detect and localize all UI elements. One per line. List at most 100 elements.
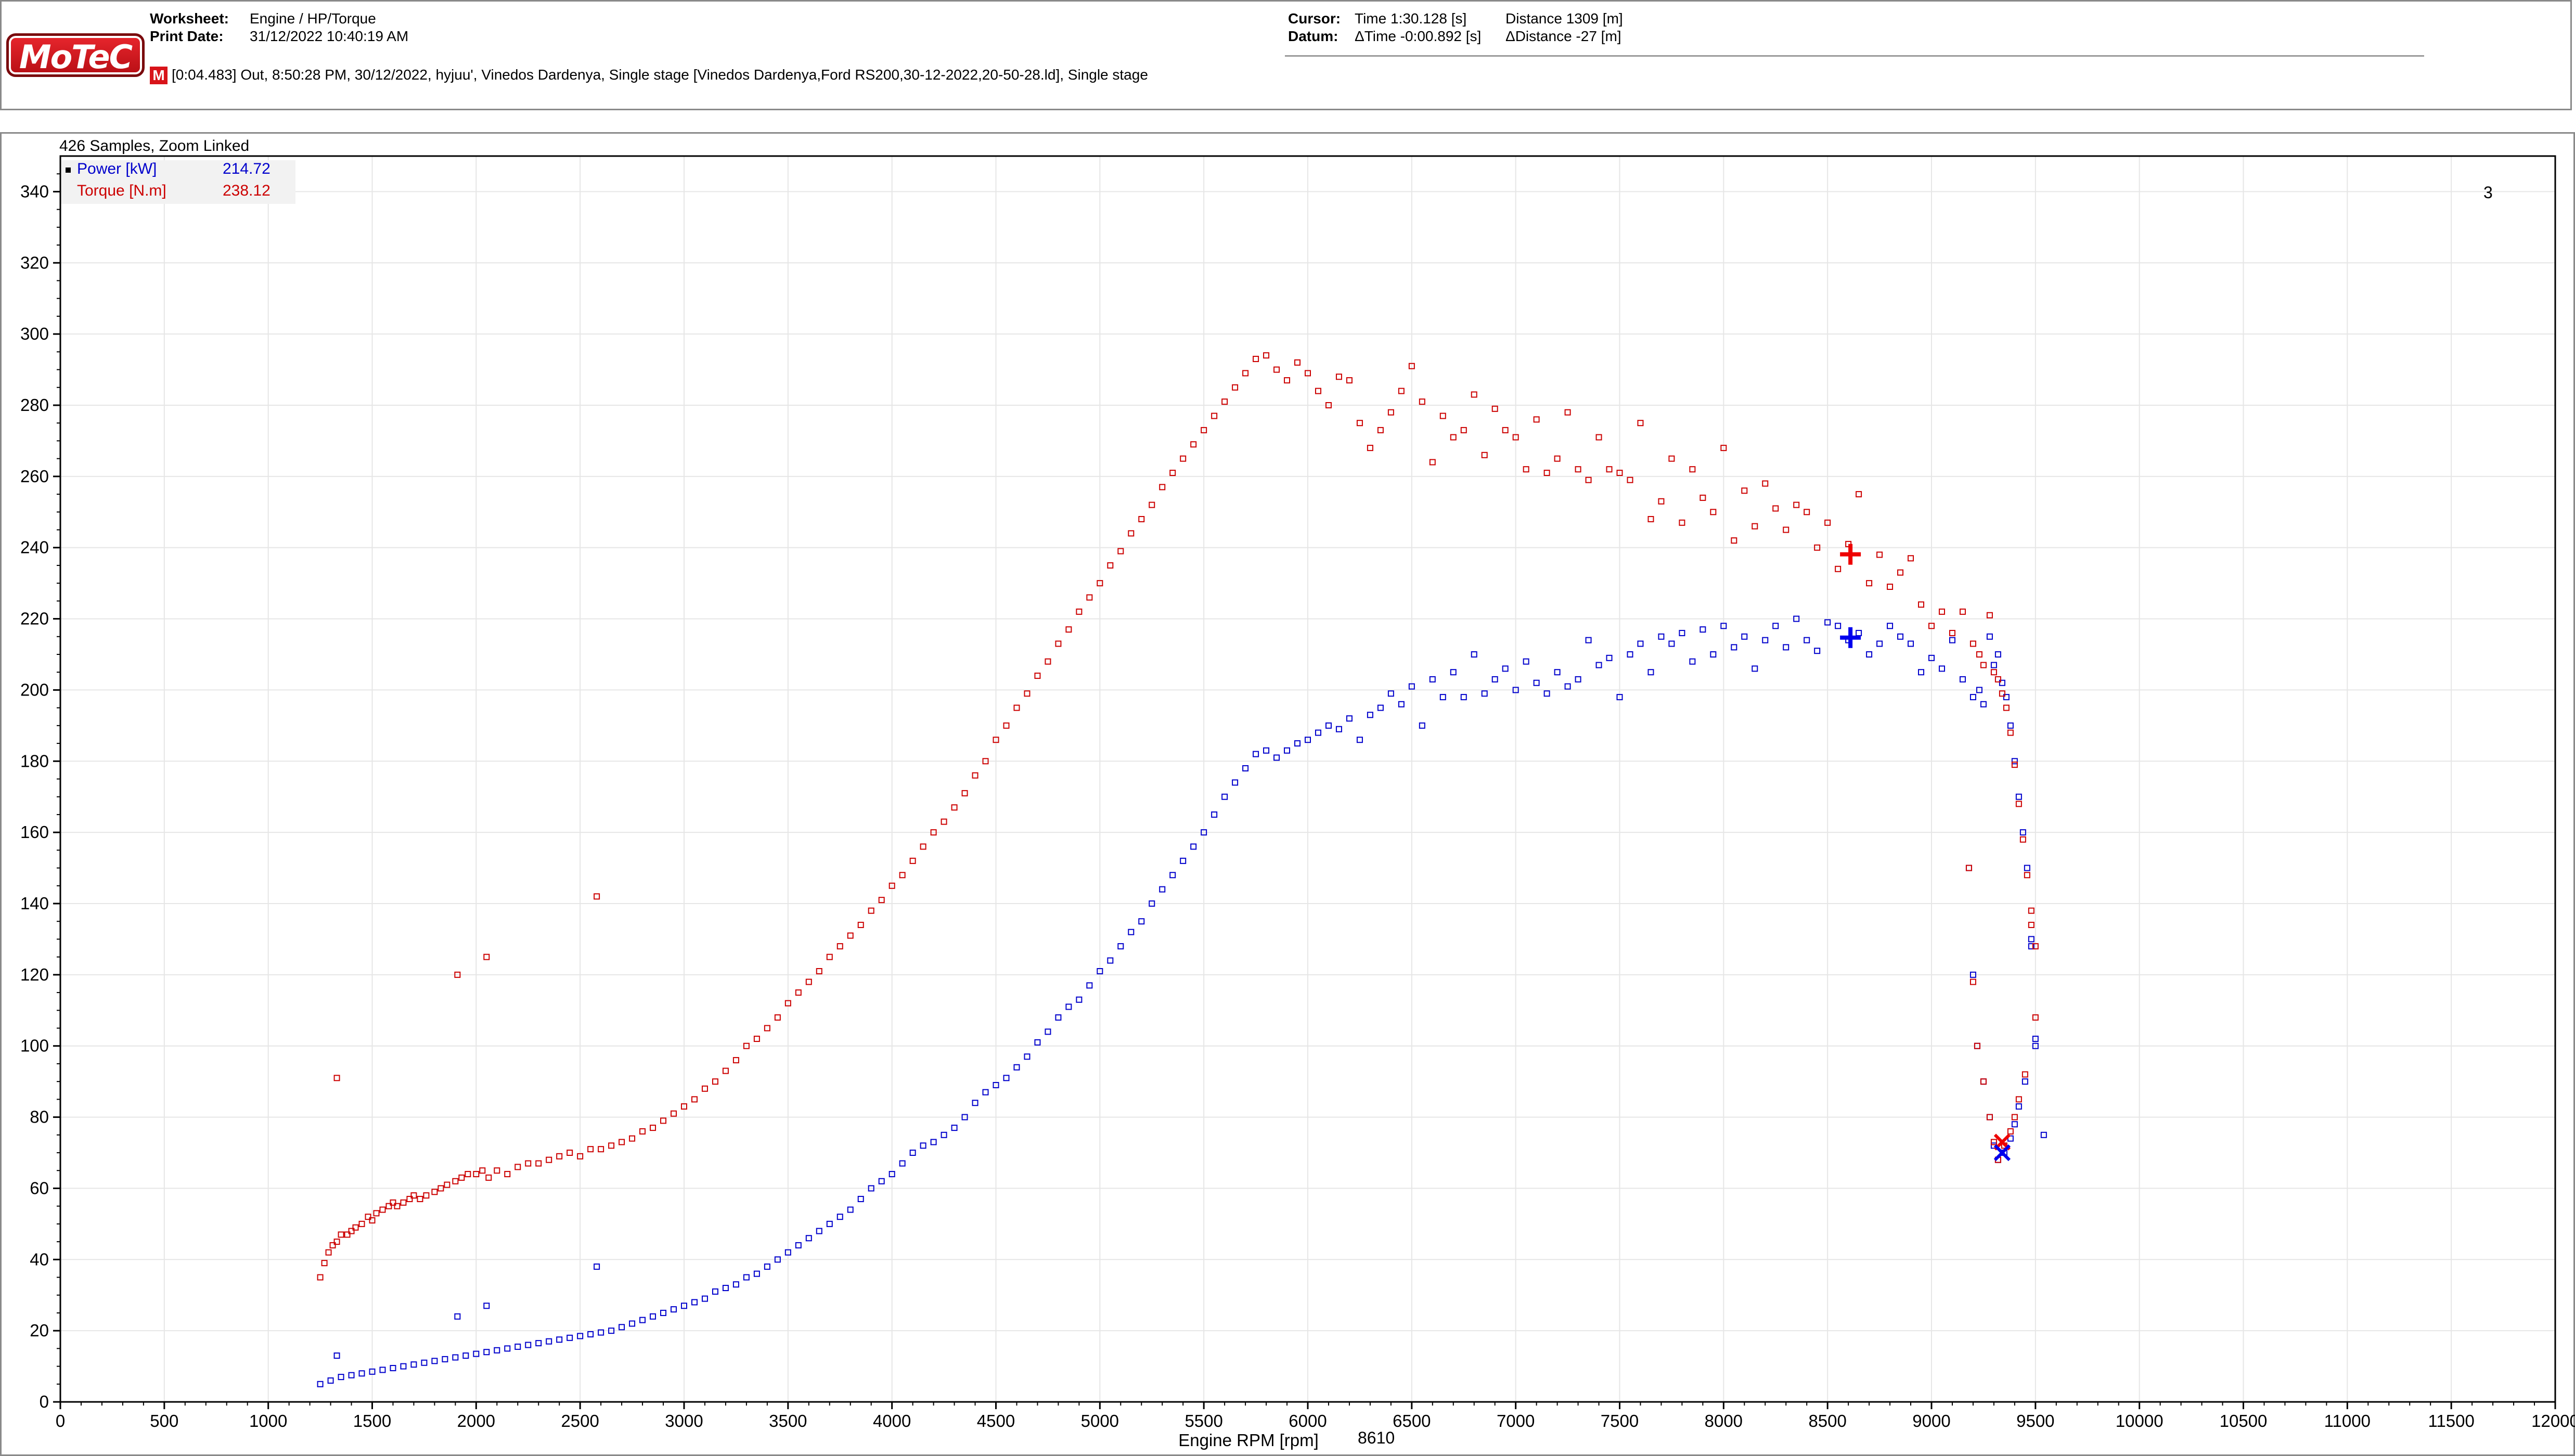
- x-tick-label: 4000: [873, 1411, 911, 1431]
- data-point: [712, 1078, 718, 1085]
- legend-power-name: Power [kW]: [77, 160, 157, 177]
- data-point: [1305, 370, 1311, 377]
- data-point: [1856, 629, 1862, 636]
- data-point: [514, 1343, 521, 1350]
- data-point: [317, 1274, 324, 1281]
- datum-time: ΔTime -0:00.892 [s]: [1355, 28, 1482, 44]
- data-point: [1263, 352, 1270, 359]
- x-tick-label: 5500: [1184, 1411, 1222, 1431]
- data-point: [1523, 658, 1529, 665]
- data-point: [1575, 676, 1581, 682]
- data-point: [1772, 505, 1779, 512]
- data-point: [608, 1328, 615, 1334]
- legend[interactable]: Power [kW] 214.72 Torque [N.m] 238.12: [61, 160, 295, 204]
- datum-label: Datum:: [1288, 28, 1338, 44]
- data-point: [1752, 665, 1758, 672]
- data-point: [417, 1195, 423, 1202]
- data-point: [1731, 644, 1737, 651]
- data-point: [650, 1313, 656, 1320]
- data-point: [365, 1214, 371, 1220]
- data-point: [1974, 1042, 1980, 1049]
- data-point: [619, 1139, 625, 1145]
- data-point: [1076, 608, 1083, 615]
- y-tick-label: 200: [20, 680, 49, 699]
- data-point: [2011, 1121, 2018, 1128]
- data-point: [479, 1167, 486, 1174]
- data-point: [920, 1142, 926, 1149]
- chart-panel[interactable]: [0, 132, 2575, 1456]
- session-icon: M: [150, 67, 168, 84]
- data-point: [899, 872, 906, 879]
- axes-layer: 0 500 1000 1500 2000 2500 3000 3500 4000 4500 5000…: [20, 155, 2575, 1431]
- data-point: [1034, 1039, 1041, 1046]
- data-point: [1460, 427, 1467, 433]
- data-point: [1003, 722, 1010, 729]
- data-point: [1045, 658, 1051, 665]
- data-point: [878, 1178, 885, 1184]
- x-axis-title: Engine RPM [rpm]: [1178, 1431, 1319, 1450]
- x-tick-label: 1500: [353, 1411, 391, 1431]
- series-torque: [317, 352, 2039, 1281]
- data-point: [795, 989, 802, 996]
- data-point: [1107, 562, 1114, 569]
- data-point: [1273, 366, 1280, 373]
- data-point: [889, 1171, 895, 1178]
- data-point: [1969, 971, 1976, 978]
- data-point: [1055, 640, 1062, 647]
- data-point: [1814, 648, 1821, 654]
- data-point: [629, 1135, 636, 1142]
- data-point: [2032, 1042, 2039, 1049]
- y-tick-label: 80: [30, 1107, 49, 1127]
- data-point: [868, 1185, 874, 1192]
- datum-marker: [1993, 1144, 2011, 1162]
- data-point: [329, 1242, 336, 1248]
- y-tick-label: 140: [20, 894, 49, 913]
- data-point: [1024, 690, 1031, 697]
- data-point: [1335, 373, 1342, 380]
- data-point: [1804, 509, 1810, 516]
- data-point: [732, 1281, 739, 1288]
- data-point: [1606, 654, 1613, 661]
- data-point: [1793, 501, 1800, 508]
- data-point: [816, 1228, 822, 1234]
- data-point: [1232, 779, 1239, 786]
- x-tick-label: 12000: [2531, 1411, 2575, 1431]
- data-point: [671, 1306, 677, 1313]
- data-point: [1097, 580, 1103, 587]
- data-point: [909, 857, 916, 864]
- data-point: [598, 1329, 604, 1336]
- data-point: [462, 1352, 469, 1359]
- x-tick-label: 10000: [2116, 1411, 2164, 1431]
- data-point: [1866, 580, 1873, 587]
- data-point: [899, 1160, 906, 1167]
- data-point: [1938, 608, 1945, 615]
- data-point: [442, 1356, 448, 1362]
- data-point: [1180, 455, 1187, 462]
- data-point: [972, 1100, 978, 1106]
- data-point: [1169, 872, 1176, 879]
- data-point: [1273, 754, 1280, 761]
- y-tick-label: 240: [20, 538, 49, 557]
- data-point: [373, 1210, 380, 1217]
- data-point: [1512, 687, 1519, 693]
- data-point: [465, 1171, 471, 1178]
- x-tick-label: 4500: [977, 1411, 1015, 1431]
- data-point: [784, 1249, 791, 1256]
- data-point: [546, 1338, 552, 1345]
- data-point: [1647, 516, 1654, 522]
- data-point: [1959, 608, 1966, 615]
- data-point: [1159, 886, 1166, 893]
- data-point: [1211, 413, 1218, 419]
- data-point: [369, 1217, 376, 1224]
- cursor-distance: Distance 1309 [m]: [1505, 10, 1623, 27]
- data-point: [333, 1075, 340, 1081]
- data-point: [2007, 729, 2014, 736]
- data-point: [1824, 619, 1831, 626]
- data-point: [1949, 637, 1955, 643]
- data-point: [743, 1274, 750, 1281]
- cursor-x-value: 8610: [1358, 1428, 1395, 1447]
- data-point: [348, 1372, 355, 1378]
- data-point: [1356, 420, 1363, 427]
- data-point: [1523, 466, 1529, 473]
